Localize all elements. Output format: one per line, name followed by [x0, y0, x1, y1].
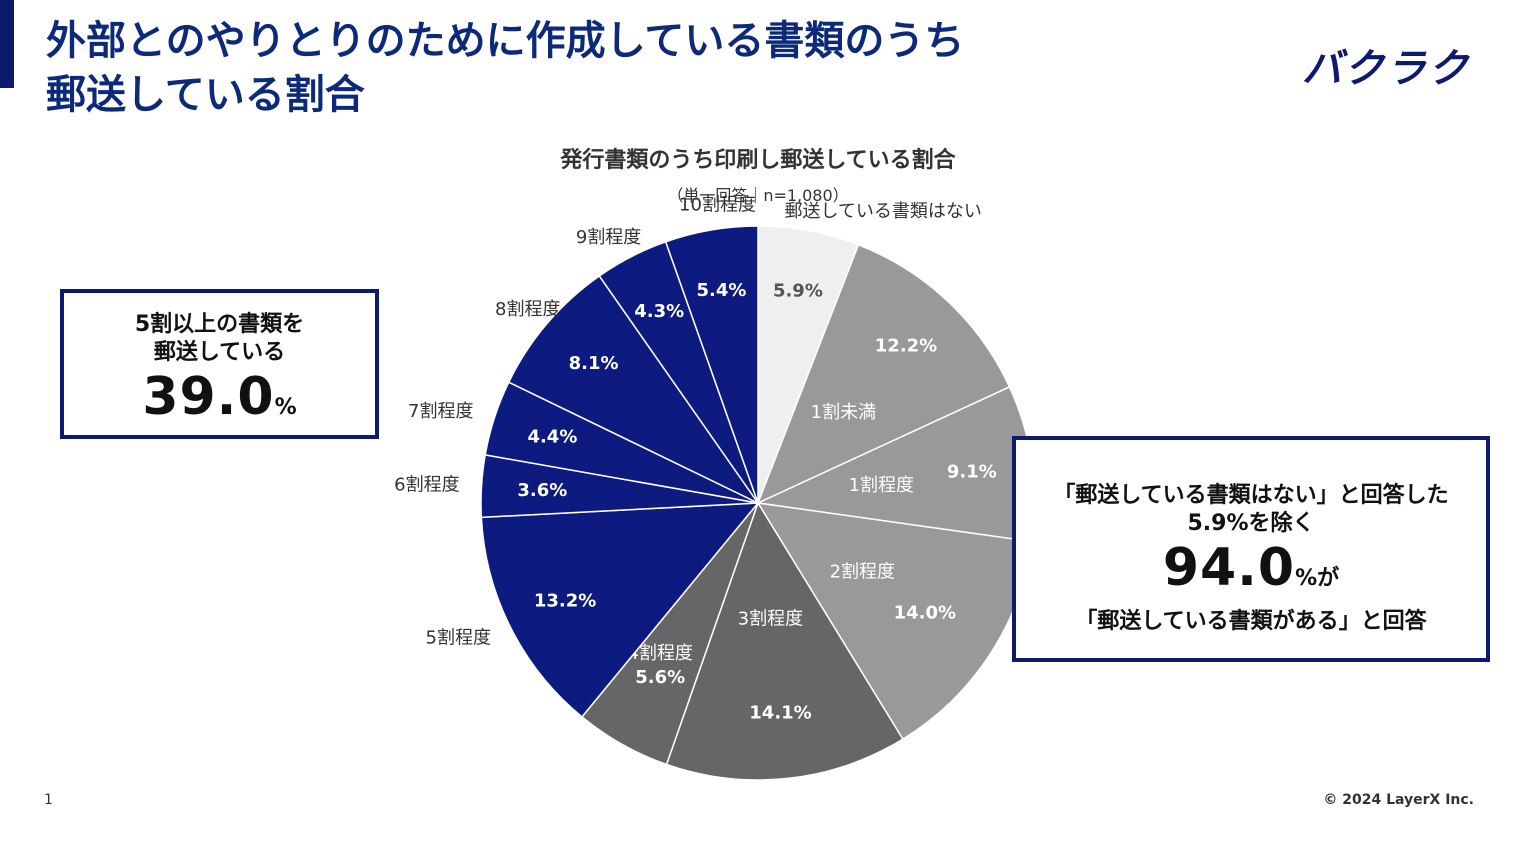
page-title: 外部とのやりとりのために作成している書類のうち 郵送している割合	[46, 14, 964, 122]
callout-right-line2: 5.9%を除く	[1187, 511, 1315, 536]
pie-category-label-11: 10割程度	[679, 194, 756, 215]
pie-category-label-0: 郵送している書類はない	[784, 201, 981, 222]
pie-category-label-6: 5割程度	[426, 628, 491, 649]
pie-value-label-8: 4.4%	[527, 427, 577, 448]
callout-left-line1: 5割以上の書類を	[134, 312, 305, 337]
pie-value-label-9: 8.1%	[569, 353, 619, 374]
pie-category-label-7: 6割程度	[394, 475, 459, 496]
pie-category-label-8: 7割程度	[408, 401, 473, 422]
chart-subtitle: （単一回答｜n=1,080）	[667, 186, 849, 205]
pie-category-label-10: 9割程度	[576, 227, 641, 248]
pie-category-label-9: 8割程度	[495, 299, 560, 320]
pie-category-label-5: 4割程度	[627, 643, 692, 664]
pie-value-label-1: 12.2%	[875, 336, 937, 357]
pie-category-label-4: 3割程度	[738, 609, 803, 630]
pie-value-label-5: 5.6%	[635, 667, 685, 688]
pie-value-label-0: 5.9%	[773, 281, 823, 302]
pie-slice-11	[664, 225, 759, 504]
pie-slice-1	[756, 243, 1011, 505]
pie-slice-6	[480, 502, 760, 718]
callout-box-right: 「郵送している書類はない」と回答した 5.9%を除く 94.0%が 「郵送してい…	[1012, 436, 1490, 662]
pie-category-label-2: 1割程度	[849, 475, 914, 496]
pie-value-label-2: 9.1%	[947, 462, 997, 483]
callout-left-unit: %	[274, 395, 297, 420]
pie-value-label-7: 3.6%	[517, 480, 567, 501]
pie-value-label-4: 14.1%	[749, 702, 811, 723]
page-title-line1: 外部とのやりとりのために作成している書類のうち	[46, 18, 965, 64]
title-accent-bar	[0, 0, 14, 88]
pie-value-label-10: 4.3%	[634, 301, 684, 322]
chart-title: 発行書類のうち印刷し郵送している割合	[560, 148, 956, 173]
page-number: 1	[44, 792, 53, 808]
callout-left-line2: 郵送している	[153, 340, 286, 365]
pie-slice-9	[507, 274, 761, 505]
callout-right-value-wrap: 94.0%が	[1016, 540, 1486, 608]
pie-value-label-11: 5.4%	[697, 280, 747, 301]
copyright: © 2024 LayerX Inc.	[1323, 792, 1474, 808]
callout-right-value: 94.0	[1162, 538, 1296, 598]
pie-slice-4	[665, 501, 904, 781]
callout-left-value: 39.0	[142, 367, 275, 427]
pie-value-label-3: 14.0%	[894, 602, 956, 623]
callout-right-unit: %が	[1295, 566, 1340, 591]
callout-box-left: 5割以上の書類を 郵送している 39.0%	[60, 289, 379, 439]
pie-category-label-3: 2割程度	[830, 561, 895, 582]
callout-right-line3: 「郵送している書類がある」と回答	[1075, 609, 1427, 634]
pie-category-label-1: 1割未満	[811, 402, 876, 423]
pie-value-label-6: 13.2%	[534, 590, 596, 611]
callout-right-line1: 「郵送している書類はない」と回答した	[1053, 483, 1449, 508]
callout-left-value-wrap: 39.0%	[64, 369, 375, 437]
page-title-line2: 郵送している割合	[46, 72, 365, 118]
brand-logo: バクラク	[1302, 46, 1470, 92]
